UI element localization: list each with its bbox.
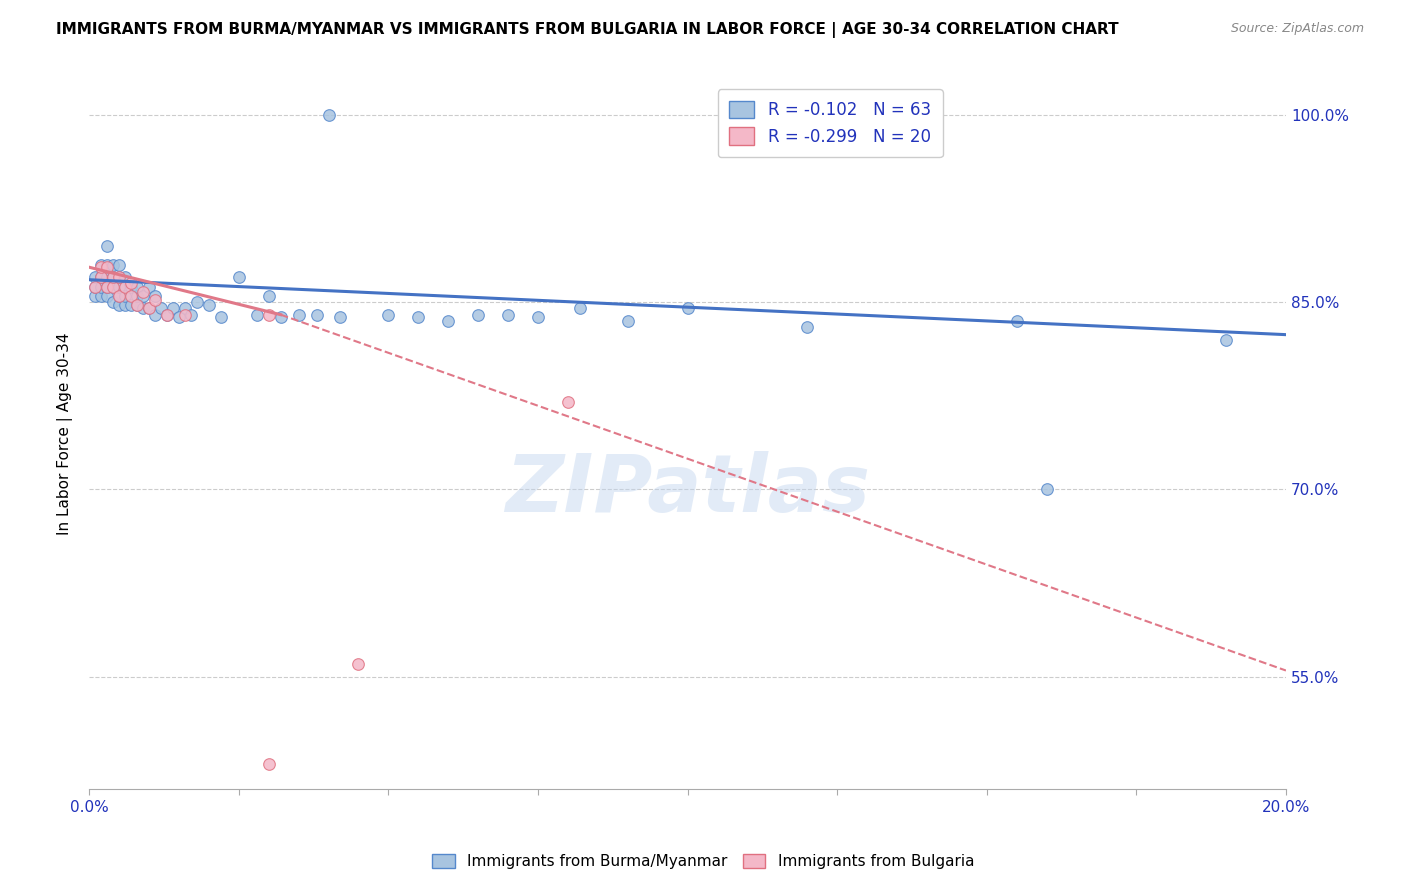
Point — [90, 280, 112, 294]
Point — [143, 308, 166, 322]
Point — [1035, 483, 1057, 497]
Point — [125, 289, 148, 303]
Point — [270, 310, 292, 325]
Point — [1005, 314, 1028, 328]
Point — [90, 289, 112, 303]
Point — [287, 308, 309, 322]
Point — [246, 308, 269, 322]
Point — [120, 298, 142, 312]
Text: IMMIGRANTS FROM BURMA/MYANMAR VS IMMIGRANTS FROM BULGARIA IN LABOR FORCE | AGE 3: IMMIGRANTS FROM BURMA/MYANMAR VS IMMIGRA… — [56, 22, 1119, 38]
Point — [180, 308, 202, 322]
Text: Source: ZipAtlas.com: Source: ZipAtlas.com — [1230, 22, 1364, 36]
Point — [114, 298, 136, 312]
Point — [120, 280, 142, 294]
Point — [228, 270, 250, 285]
Point — [108, 280, 131, 294]
Y-axis label: In Labor Force | Age 30-34: In Labor Force | Age 30-34 — [58, 332, 73, 534]
Point — [1215, 333, 1237, 347]
Point — [108, 258, 131, 272]
Point — [108, 270, 131, 285]
Point — [138, 280, 160, 294]
Point — [96, 289, 118, 303]
Point — [120, 289, 142, 303]
Point — [186, 295, 208, 310]
Point — [108, 289, 131, 303]
Point — [156, 308, 179, 322]
Point — [125, 280, 148, 294]
Point — [101, 295, 124, 310]
Point — [138, 301, 160, 316]
Point — [305, 308, 328, 322]
Point — [318, 108, 340, 122]
Point — [101, 280, 124, 294]
Point — [96, 258, 118, 272]
Point — [257, 308, 280, 322]
Point — [90, 270, 112, 285]
Text: ZIPatlas: ZIPatlas — [505, 451, 870, 529]
Point — [132, 285, 155, 300]
Point — [125, 298, 148, 312]
Point — [90, 258, 112, 272]
Point — [84, 280, 107, 294]
Point — [120, 277, 142, 291]
Point — [676, 301, 699, 316]
Point — [437, 314, 460, 328]
Point — [257, 757, 280, 772]
Legend: R = -0.102   N = 63, R = -0.299   N = 20: R = -0.102 N = 63, R = -0.299 N = 20 — [717, 89, 942, 157]
Point — [108, 270, 131, 285]
Point — [108, 298, 131, 312]
Point — [796, 320, 818, 334]
Point — [96, 280, 118, 294]
Point — [167, 310, 190, 325]
Point — [96, 280, 118, 294]
Point — [114, 280, 136, 294]
Point — [114, 270, 136, 285]
Point — [568, 301, 591, 316]
Point — [377, 308, 399, 322]
Point — [329, 310, 352, 325]
Point — [84, 270, 107, 285]
Point — [174, 301, 197, 316]
Point — [616, 314, 638, 328]
Point — [114, 289, 136, 303]
Point — [557, 395, 579, 409]
Point — [198, 298, 221, 312]
Point — [174, 308, 197, 322]
Point — [96, 239, 118, 253]
Point — [125, 298, 148, 312]
Point — [101, 270, 124, 285]
Point — [84, 289, 107, 303]
Legend: Immigrants from Burma/Myanmar, Immigrants from Bulgaria: Immigrants from Burma/Myanmar, Immigrant… — [426, 848, 980, 875]
Point — [527, 310, 550, 325]
Point — [132, 289, 155, 303]
Point — [257, 289, 280, 303]
Point — [162, 301, 184, 316]
Point — [108, 289, 131, 303]
Point — [209, 310, 232, 325]
Point — [90, 260, 112, 275]
Point — [138, 301, 160, 316]
Point — [143, 293, 166, 307]
Point — [84, 280, 107, 294]
Point — [347, 657, 370, 672]
Point — [96, 270, 118, 285]
Point — [90, 270, 112, 285]
Point — [496, 308, 519, 322]
Point — [467, 308, 489, 322]
Point — [101, 270, 124, 285]
Point — [149, 301, 172, 316]
Point — [101, 280, 124, 294]
Point — [156, 308, 179, 322]
Point — [132, 301, 155, 316]
Point — [101, 258, 124, 272]
Point — [143, 289, 166, 303]
Point — [406, 310, 429, 325]
Point — [96, 260, 118, 275]
